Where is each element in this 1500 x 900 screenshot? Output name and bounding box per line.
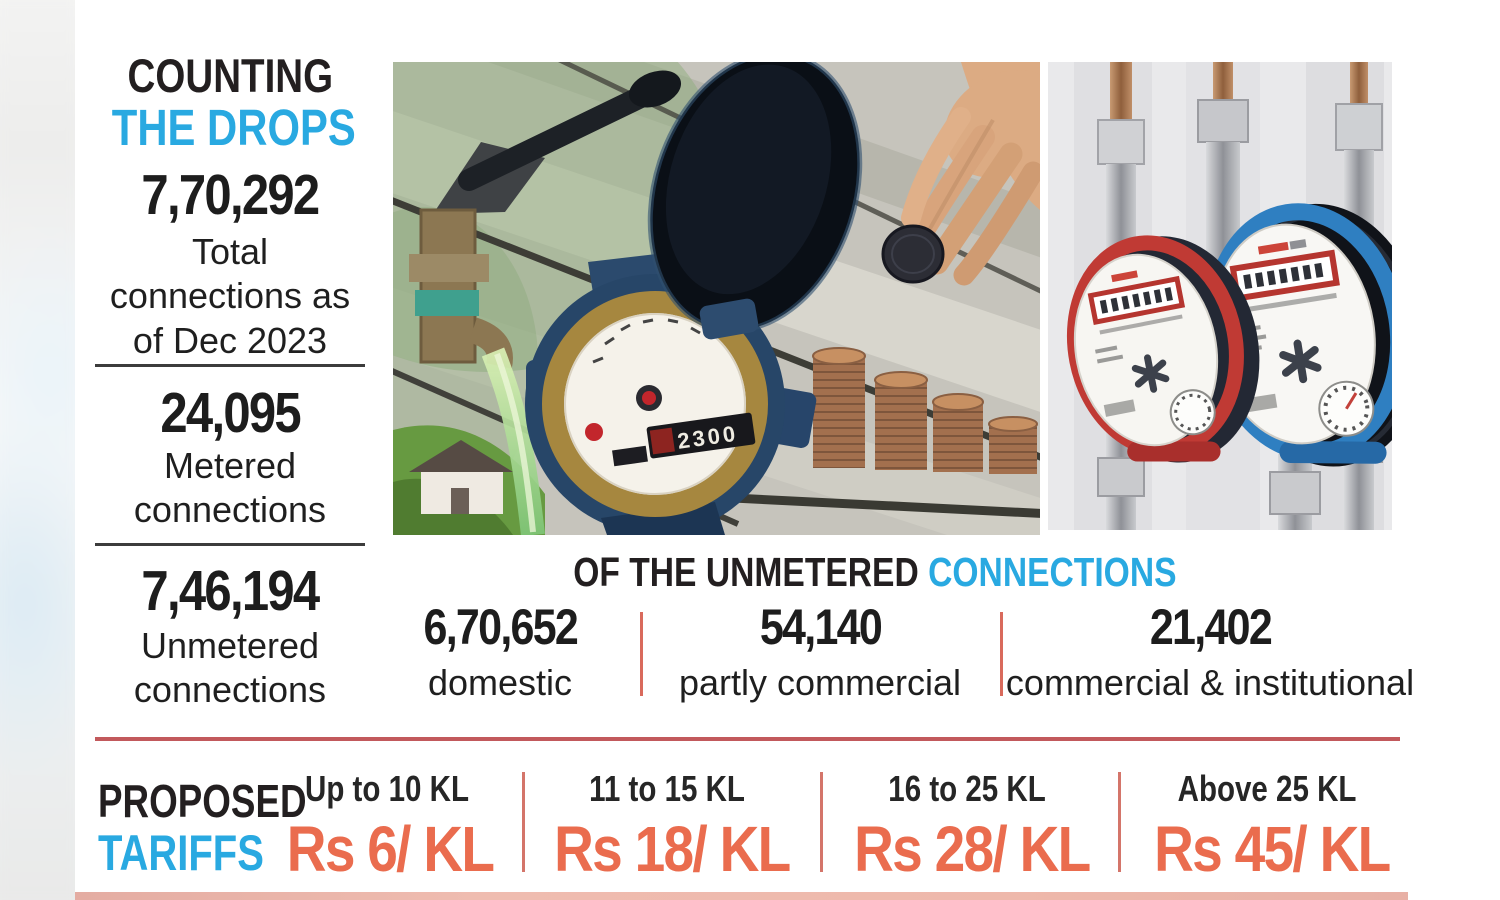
household-water-meters-photo [1048,62,1392,530]
stat-total-label: Total connections as of Dec 2023 [109,231,351,361]
stat-unmetered-value: 7,46,194 [141,559,320,623]
tariff-tier-4: Above 25 KL Rs 45/ KL [1154,768,1391,885]
tariff-divider-1 [522,772,525,872]
bottom-accent-strip [75,892,1408,900]
tariff-tier-3: 16 to 25 KL Rs 28/ KL [854,768,1091,885]
tariff-divider-2 [820,772,823,872]
stat-unmetered-label: Unmetered connections [133,625,327,711]
heading-prefix: OF THE UNMETERED [573,549,929,595]
panel-title-line1: COUNTING [127,49,333,102]
stat-total-value: 7,70,292 [141,163,320,227]
stat-divider-1 [95,364,365,367]
stat-metered-value: 24,095 [160,381,301,445]
left-blur-band [0,0,75,900]
unmetered-stat-partly-commercial: 54,140 partly commercial [678,599,962,703]
unmetered-stat-commercial-institutional: 21,402 commercial & institutional [1005,599,1415,703]
tariff-section-rule [95,737,1400,741]
stat-metered-label: Metered connections [133,445,327,531]
unmetered-section-heading: OF THE UNMETERED CONNECTIONS [375,549,1375,596]
hand-dropping-coin [881,62,1040,286]
tariff-panel-title: PROPOSED TARIFFS [98,775,307,881]
stat-divider-2 [95,543,365,546]
tariff-tier-2: 11 to 15 KL Rs 18/ KL [554,768,791,885]
tariff-divider-3 [1118,772,1121,872]
panel-title-line2: THE DROPS [111,99,356,156]
unmetered-divider-1 [640,612,643,696]
water-meter-tap-and-coins-photo: 2300 [393,62,1040,535]
unmetered-stat-domestic: 6,70,652 domestic [423,599,578,703]
right-blur-band [1408,0,1500,900]
meter-lid [647,62,863,334]
red-ring-meter [1066,235,1260,463]
coin-stacks [812,347,1038,474]
unmetered-divider-2 [1000,612,1003,696]
tariff-tier-1: Up to 10 KL Rs 6/ KL [286,768,495,885]
heading-highlight: CONNECTIONS [928,549,1177,595]
